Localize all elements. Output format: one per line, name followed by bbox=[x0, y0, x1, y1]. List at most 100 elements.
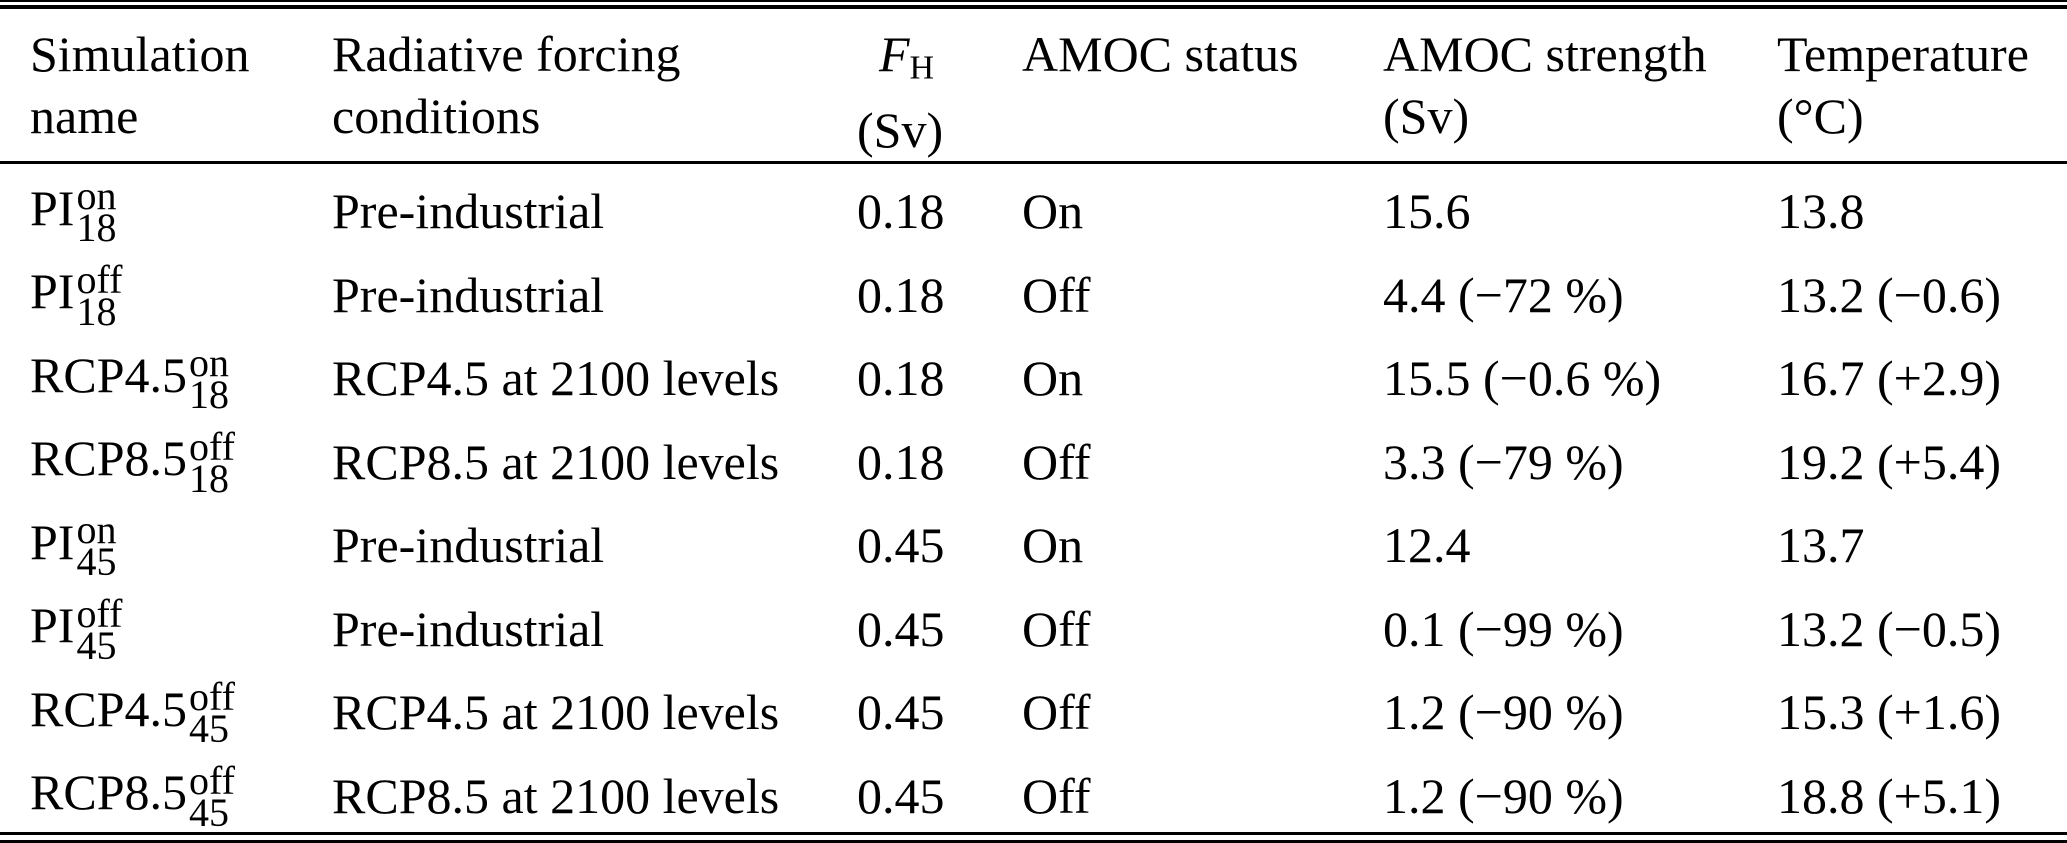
header-line1: Simulation bbox=[30, 26, 250, 82]
header-line2: (Sv) bbox=[1383, 88, 1470, 144]
sim-name-scripts: off 45 bbox=[76, 590, 123, 668]
cell-temperature: 13.8 bbox=[1777, 183, 1865, 240]
cell-fh: 0.18 bbox=[857, 350, 945, 407]
sim-name-superscript: on bbox=[76, 507, 117, 553]
sim-name-superscript: off bbox=[189, 674, 235, 720]
col-header-temperature: Temperature (°C) bbox=[1777, 9, 2067, 161]
cell-amoc-strength: 1.2 (−90 %) bbox=[1383, 684, 1624, 741]
cell-temperature: 19.2 (+5.4) bbox=[1777, 433, 2001, 490]
cell-simulation-name: RCP8.5 off 45 bbox=[0, 749, 332, 835]
sim-name-base: PI bbox=[30, 513, 75, 570]
sim-name-base: RCP8.5 bbox=[30, 430, 188, 487]
sim-name-subscript: 18 bbox=[189, 455, 230, 501]
col-header-amoc-strength: AMOC strength (Sv) bbox=[1383, 9, 1777, 161]
sim-name-subscript: 45 bbox=[189, 706, 230, 752]
cell-amoc-strength: 15.6 bbox=[1383, 183, 1471, 240]
table-row: PI off 45 Pre-industrial 0.45 Off 0.1 (−99… bbox=[0, 582, 2067, 668]
cell-radiative-forcing: RCP8.5 at 2100 levels bbox=[332, 433, 780, 490]
cell-amoc-strength: 4.4 (−72 %) bbox=[1383, 266, 1624, 323]
top-rule-thick bbox=[0, 5, 2067, 9]
sim-name-scripts: off 45 bbox=[189, 760, 235, 835]
col-header-amoc-status: AMOC status bbox=[1022, 9, 1383, 161]
cell-simulation-name: PI on 18 bbox=[0, 164, 332, 248]
sim-name-superscript: on bbox=[189, 340, 230, 386]
header-line1: Temperature bbox=[1777, 26, 2029, 82]
header-line2: (°C) bbox=[1777, 88, 1864, 144]
cell-amoc-strength: 0.1 (−99 %) bbox=[1383, 600, 1624, 657]
cell-fh: 0.18 bbox=[857, 433, 945, 490]
cell-radiative-forcing: RCP8.5 at 2100 levels bbox=[332, 767, 780, 824]
cell-fh: 0.45 bbox=[857, 684, 945, 741]
cell-amoc-status: On bbox=[1022, 350, 1084, 407]
sim-name-subscript: 45 bbox=[76, 539, 117, 585]
col-header-radiative-forcing: Radiative forcing conditions bbox=[332, 9, 857, 161]
cell-amoc-strength: 12.4 bbox=[1383, 517, 1471, 574]
header-rule bbox=[0, 161, 2067, 165]
cell-amoc-strength: 15.5 (−0.6 %) bbox=[1383, 350, 1662, 407]
table-row: PI on 45 Pre-industrial 0.45 On 12.4 13.7 bbox=[0, 498, 2067, 582]
cell-amoc-status: Off bbox=[1022, 600, 1091, 657]
sim-name-base: PI bbox=[30, 263, 75, 320]
header-line1: FH bbox=[857, 23, 1022, 99]
sim-name-scripts: on 18 bbox=[189, 340, 230, 418]
sim-name-base: RCP4.5 bbox=[30, 346, 188, 403]
header-line2: conditions bbox=[332, 88, 541, 144]
top-rule-thin bbox=[0, 0, 2067, 2]
sim-name-scripts: off 18 bbox=[189, 423, 235, 501]
sim-name-base: RCP4.5 bbox=[30, 680, 188, 737]
cell-fh: 0.45 bbox=[857, 767, 945, 824]
cell-simulation-name: RCP4.5 off 45 bbox=[0, 665, 332, 749]
cell-radiative-forcing: Pre-industrial bbox=[332, 183, 605, 240]
table-row: PI off 18 Pre-industrial 0.18 Off 4.4 (−72… bbox=[0, 248, 2067, 331]
sim-name-scripts: off 45 bbox=[189, 674, 235, 752]
cell-temperature: 15.3 (+1.6) bbox=[1777, 684, 2001, 741]
cell-radiative-forcing: Pre-industrial bbox=[332, 600, 605, 657]
table-row: RCP4.5 off 45 RCP4.5 at 2100 levels 0.45 O… bbox=[0, 665, 2067, 749]
simulations-table-body: PI on 18 Pre-industrial 0.18 On 15.6 13.8 … bbox=[0, 164, 2067, 835]
cell-amoc-status: Off bbox=[1022, 767, 1091, 824]
table-row: RCP4.5 on 18 RCP4.5 at 2100 levels 0.18 On… bbox=[0, 331, 2067, 415]
cell-simulation-name: RCP8.5 off 18 bbox=[0, 415, 332, 501]
bottom-rule-gap bbox=[0, 835, 2067, 841]
cell-radiative-forcing: Pre-industrial bbox=[332, 517, 605, 574]
sim-name-base: PI bbox=[30, 597, 75, 654]
cell-simulation-name: RCP4.5 on 18 bbox=[0, 331, 332, 415]
cell-temperature: 18.8 (+5.1) bbox=[1777, 767, 2001, 824]
header-line1: Radiative forcing bbox=[332, 26, 681, 82]
cell-amoc-status: On bbox=[1022, 183, 1084, 240]
sim-name-subscript: 18 bbox=[189, 372, 230, 418]
table-row: RCP8.5 off 18 RCP8.5 at 2100 levels 0.18 O… bbox=[0, 415, 2067, 501]
sim-name-subscript: 45 bbox=[76, 622, 117, 668]
cell-amoc-strength: 1.2 (−90 %) bbox=[1383, 767, 1624, 824]
cell-simulation-name: PI on 45 bbox=[0, 498, 332, 582]
sim-name-base: RCP8.5 bbox=[30, 764, 188, 821]
cell-temperature: 13.7 bbox=[1777, 517, 1865, 574]
sim-name-base: PI bbox=[30, 179, 75, 236]
table-row: PI on 18 Pre-industrial 0.18 On 15.6 13.8 bbox=[0, 164, 2067, 248]
cell-amoc-strength: 3.3 (−79 %) bbox=[1383, 433, 1624, 490]
sim-name-superscript: off bbox=[189, 423, 235, 469]
cell-fh: 0.45 bbox=[857, 517, 945, 574]
cell-fh: 0.45 bbox=[857, 600, 945, 657]
bottom-rule-thick bbox=[0, 832, 2067, 836]
cell-radiative-forcing: RCP4.5 at 2100 levels bbox=[332, 350, 780, 407]
header-line1: AMOC strength bbox=[1383, 26, 1707, 82]
cell-temperature: 13.2 (−0.5) bbox=[1777, 600, 2001, 657]
cell-simulation-name: PI off 18 bbox=[0, 248, 332, 331]
sim-name-subscript: 45 bbox=[189, 789, 230, 835]
table-header: Simulation name Radiative forcing condit… bbox=[0, 9, 2067, 161]
cell-fh: 0.18 bbox=[857, 266, 945, 323]
sim-name-superscript: off bbox=[76, 256, 123, 302]
header-line2: name bbox=[30, 88, 139, 144]
sim-name-superscript: off bbox=[76, 590, 123, 636]
sim-name-scripts: on 45 bbox=[76, 507, 117, 585]
table-row: RCP8.5 off 45 RCP8.5 at 2100 levels 0.45 O… bbox=[0, 749, 2067, 835]
table-body: PI on 18 Pre-industrial 0.18 On 15.6 13.8 … bbox=[0, 164, 2067, 835]
cell-amoc-status: Off bbox=[1022, 266, 1091, 323]
simulations-table: Simulation name Radiative forcing condit… bbox=[0, 9, 2067, 161]
cell-amoc-status: Off bbox=[1022, 433, 1091, 490]
cell-amoc-status: Off bbox=[1022, 684, 1091, 741]
header-line2: (Sv) bbox=[857, 102, 944, 159]
header-row: Simulation name Radiative forcing condit… bbox=[0, 9, 2067, 161]
